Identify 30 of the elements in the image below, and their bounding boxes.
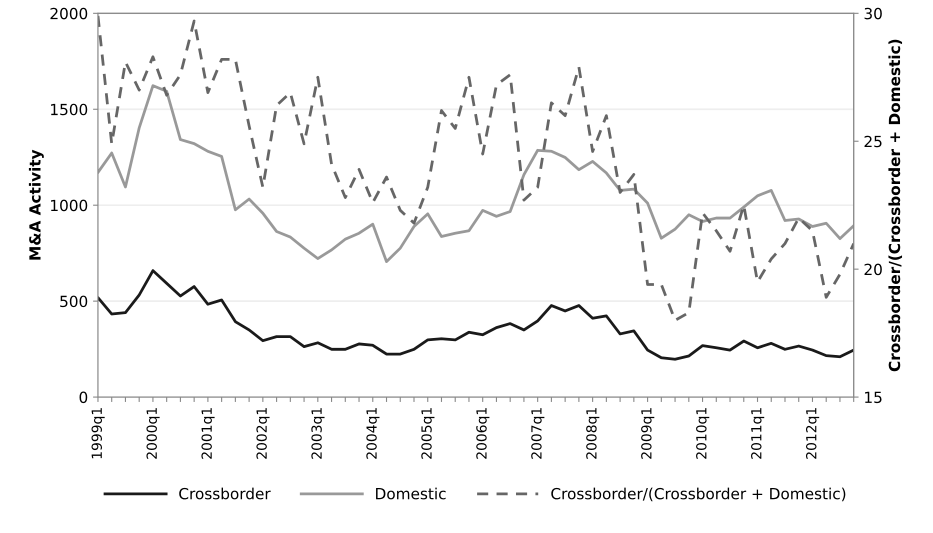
y-tick-label: 500: [60, 296, 88, 308]
line-series: [98, 84, 854, 264]
x-tick-label: 2002q1: [256, 408, 270, 459]
x-tick-label: 2009q1: [641, 408, 654, 459]
x-tick-label: 2005q1: [421, 408, 434, 459]
y-axis-title: M&A Activity: [28, 150, 44, 260]
x-tick-label: 2004q1: [366, 408, 380, 459]
y2-tick-label: 30: [864, 8, 882, 20]
x-tick-label: 2007q1: [531, 408, 544, 459]
y2-tick-label: 25: [864, 136, 882, 148]
x-tick-label: 1999q1: [91, 408, 105, 458]
y-tick-label: 1000: [51, 200, 88, 212]
y2-axis-title: Crossborder/(Crossborder + Domestic): [888, 40, 902, 372]
y-tick-label: 0: [80, 392, 88, 404]
x-tick-label: 2010q1: [696, 408, 710, 459]
legend-label: Domestic: [376, 488, 446, 500]
legend-label: Crossborder/(Crossborder + Domestic): [551, 488, 846, 502]
y-tick-label: 2000: [50, 8, 88, 20]
legend-label: Crossborder: [179, 488, 271, 500]
y-tick-label: 1500: [51, 104, 88, 116]
x-tick-label: 2001q1: [201, 408, 215, 459]
x-tick-label: 2008q1: [586, 408, 600, 459]
line-series: [98, 269, 854, 361]
x-tick-label: 2000q1: [146, 408, 160, 459]
x-tick-label: 2012q1: [806, 408, 820, 459]
x-tick-label: 2006q1: [476, 408, 490, 459]
x-tick-label: 2003q1: [311, 408, 325, 459]
x-tick-label: 2011q1: [751, 408, 764, 459]
y2-tick-label: 15: [865, 392, 882, 404]
y2-tick-label: 20: [864, 264, 882, 276]
